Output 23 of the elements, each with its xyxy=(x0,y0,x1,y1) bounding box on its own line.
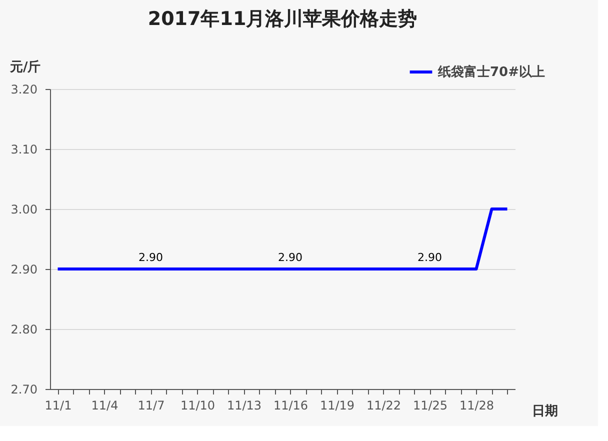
x-tick-label: 11/1 xyxy=(44,398,72,412)
x-axis-title: 日期 xyxy=(532,404,558,419)
x-tick-label: 11/19 xyxy=(320,398,355,412)
x-tick-label: 11/28 xyxy=(459,398,494,412)
x-tick-label: 11/13 xyxy=(226,398,262,412)
x-tick-label: 11/7 xyxy=(138,398,165,412)
chart-title: 2017年11月洛川苹果价格走势 xyxy=(148,8,418,30)
y-tick-label: 2.90 xyxy=(10,262,38,276)
x-tick-label: 11/25 xyxy=(412,398,448,412)
data-label: 2.90 xyxy=(418,251,442,264)
legend-label: 纸袋富士70#以上 xyxy=(437,64,545,80)
y-tick-label: 3.10 xyxy=(10,142,38,156)
data-label: 2.90 xyxy=(138,251,163,264)
x-tick-label: 11/16 xyxy=(273,398,308,412)
x-tick-label: 11/22 xyxy=(366,398,402,412)
y-tick-label: 2.80 xyxy=(10,322,38,336)
y-tick-label: 3.00 xyxy=(10,202,38,216)
x-tick-label: 11/4 xyxy=(91,398,118,412)
x-tick-label: 11/10 xyxy=(180,398,216,412)
y-axis-title: 元/斤 xyxy=(9,59,41,75)
data-label: 2.90 xyxy=(278,251,302,264)
y-tick-label: 3.20 xyxy=(10,82,38,96)
y-tick-label: 2.70 xyxy=(10,382,38,396)
